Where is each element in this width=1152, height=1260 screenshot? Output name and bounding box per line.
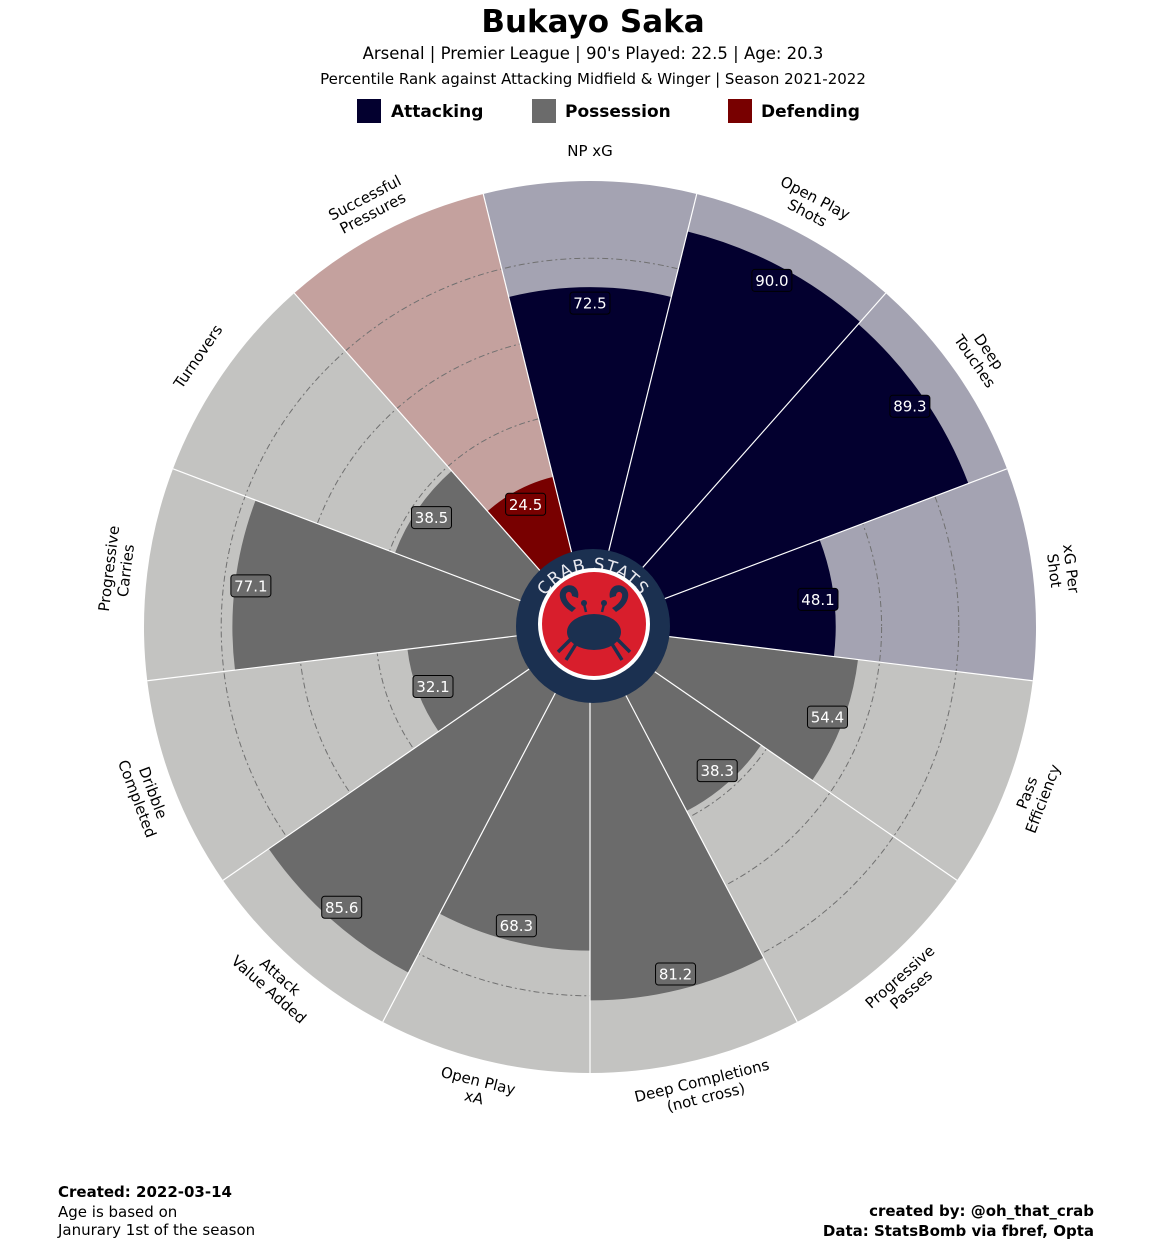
category-label: xG PerShot (1042, 543, 1083, 597)
value-label-box (655, 962, 697, 986)
wedge-separator (617, 679, 798, 1023)
value-label: 68.3 (495, 914, 537, 938)
value-label-box (505, 492, 547, 516)
value-label-text: 85.6 (325, 899, 358, 917)
value-label: 38.3 (696, 759, 738, 783)
category-label-line: xG Per (1059, 543, 1083, 595)
wedge-separator (172, 468, 535, 607)
value-wedge (639, 634, 859, 781)
category-label: Open PlayxA (435, 1063, 517, 1115)
value-label: 77.1 (230, 574, 272, 598)
wedge-separator (603, 193, 698, 569)
category-label-line: Shot (1043, 553, 1065, 589)
legend-label-possession: Possession (565, 102, 671, 122)
value-label-box (230, 574, 272, 598)
value-label-text: 38.3 (701, 762, 734, 780)
value-label-box (569, 291, 611, 315)
player-info: Arsenal | Premier League | 90's Played: … (363, 44, 824, 63)
value-label: 90.0 (751, 268, 793, 292)
value-label-box (696, 759, 738, 783)
value-label: 72.5 (569, 291, 611, 315)
wedge-separator (382, 679, 563, 1023)
value-label-text: 68.3 (500, 917, 533, 935)
value-wedge (268, 661, 563, 973)
value-label-text: 48.1 (801, 591, 834, 609)
value-label: 24.5 (505, 492, 547, 516)
value-label: 38.5 (410, 506, 452, 530)
value-label-text: 72.5 (573, 295, 606, 313)
value-labels: 72.5 90.0 89.3 48.1 54.4 38.3 81.2 68.3 85.6 32.1… (230, 268, 931, 986)
background-wedge (294, 193, 576, 583)
value-wedges (232, 231, 969, 1001)
category-label: PassEfficiency (1006, 756, 1064, 836)
data-source-text: Data: StatsBomb via fbref, Opta (823, 1222, 1094, 1240)
value-label-text: 32.1 (416, 678, 449, 696)
legend-label-defending: Defending (761, 102, 860, 122)
wedge-separator (293, 292, 551, 583)
value-label: 81.2 (655, 962, 697, 986)
value-label-text: 81.2 (659, 966, 692, 984)
wedge-separator (645, 468, 1008, 607)
value-wedge (394, 470, 551, 606)
footer-left: Created: 2022-03-14 Age is based on Janu… (57, 1183, 255, 1239)
value-wedge (604, 231, 861, 583)
logo: CRAB STATS (516, 549, 670, 703)
legend-label-attacking: Attacking (391, 102, 483, 122)
value-wedge (629, 324, 969, 606)
wedge-separator (147, 633, 531, 682)
value-label-text: 54.4 (811, 709, 844, 727)
percentile-info: Percentile Rank against Attacking Midfie… (320, 70, 866, 88)
value-label-box (410, 506, 452, 530)
wedge-separator (639, 660, 958, 881)
crab-icon (556, 585, 632, 661)
value-wedge (232, 500, 534, 671)
value-label-box (495, 914, 537, 938)
value-label: 85.6 (321, 895, 363, 919)
value-label: 54.4 (806, 705, 848, 729)
credit-text: created by: @oh_that_crab (869, 1202, 1094, 1220)
wedge-separator (482, 193, 577, 569)
value-wedge (590, 680, 764, 1001)
wedge-separators (147, 193, 1033, 1073)
legend: Attacking Possession Defending (357, 99, 860, 123)
category-label: NP xG (567, 142, 613, 160)
value-label-text: 90.0 (755, 272, 788, 290)
value-wedge (508, 287, 672, 569)
value-label: 32.1 (412, 675, 454, 699)
created-date: Created: 2022-03-14 (58, 1183, 232, 1201)
legend-swatch-possession (532, 99, 556, 123)
value-label-box (889, 394, 931, 418)
value-label-box (751, 268, 793, 292)
legend-swatch-defending (728, 99, 752, 123)
category-label-line: NP xG (567, 142, 613, 160)
value-label-text: 38.5 (415, 509, 448, 527)
age-note-line2: Janurary 1st of the season (57, 1221, 255, 1239)
value-label-box (797, 587, 839, 611)
value-label: 89.3 (889, 394, 931, 418)
age-note-line1: Age is based on (58, 1203, 177, 1221)
value-label-text: 89.3 (893, 398, 926, 416)
value-label-text: 77.1 (234, 577, 267, 595)
legend-swatch-attacking (357, 99, 381, 123)
value-wedge (646, 539, 836, 657)
value-label: 48.1 (797, 587, 839, 611)
value-wedge (439, 680, 590, 951)
value-label-box (321, 895, 363, 919)
value-label-text: 24.5 (509, 496, 542, 514)
value-wedge (407, 634, 541, 732)
value-label-box (806, 705, 848, 729)
category-label-line: xA (463, 1086, 487, 1108)
wedge-separator (649, 633, 1033, 682)
wedge-separator (629, 292, 887, 583)
category-label: ProgressiveCarries (95, 525, 140, 615)
footer-right: created by: @oh_that_crab Data: StatsBom… (823, 1202, 1094, 1240)
page-title: Bukayo Saka (481, 4, 704, 40)
wedge-separator (222, 660, 541, 881)
value-label-box (412, 675, 454, 699)
